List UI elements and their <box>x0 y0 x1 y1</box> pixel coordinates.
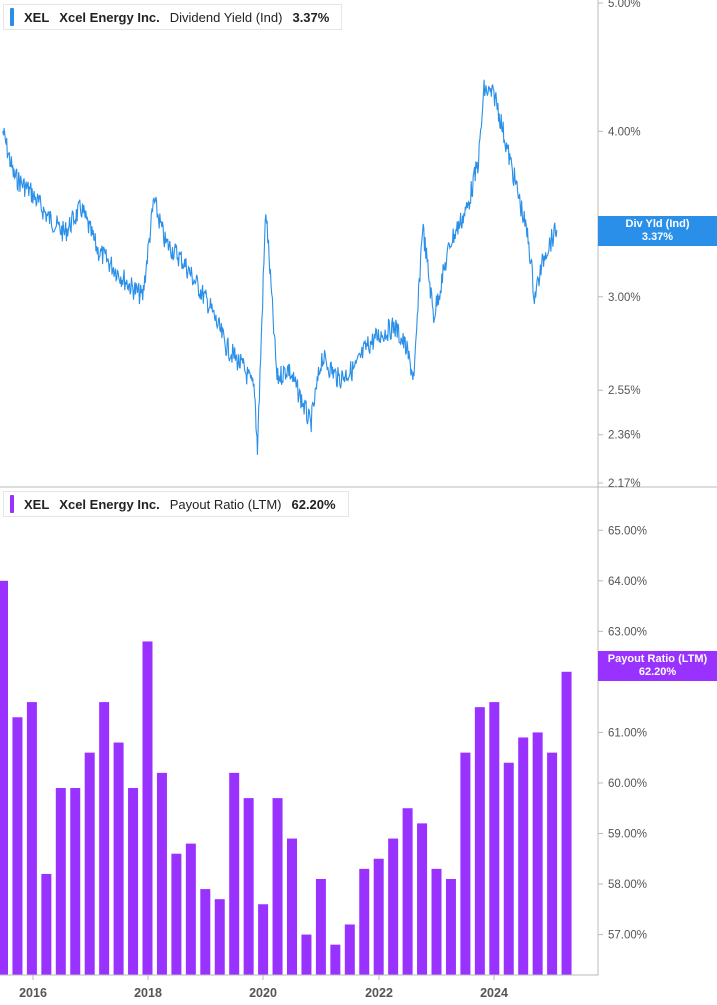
payout-bar <box>272 798 283 975</box>
badge-value: 3.37% <box>641 231 674 243</box>
payout-bar <box>503 762 514 975</box>
y-tick-label: 2.36% <box>608 430 641 442</box>
payout-bar <box>70 788 81 975</box>
legend-ticker: XEL <box>24 496 50 512</box>
payout-bar <box>171 853 182 975</box>
payout-bar <box>214 899 225 975</box>
x-tick-label: 2018 <box>134 986 162 1000</box>
payout-bar <box>344 924 355 975</box>
payout-bar <box>561 671 572 975</box>
legend-company: Xcel Energy Inc. <box>59 496 160 512</box>
y-tick-label: 58.00% <box>608 879 647 891</box>
payout-swatch <box>10 495 14 513</box>
yield-swatch <box>10 8 14 26</box>
payout-bar <box>431 868 442 975</box>
legend-payout: XEL Xcel Energy Inc. Payout Ratio (LTM) … <box>3 491 349 517</box>
y-tick-label: 2.17% <box>608 478 641 490</box>
payout-bar <box>55 788 66 975</box>
payout-bar <box>12 717 23 975</box>
yield-panel <box>2 79 558 455</box>
payout-bar <box>518 737 529 975</box>
payout-bar <box>445 878 456 975</box>
payout-bar <box>258 904 269 975</box>
payout-bar <box>460 752 471 975</box>
payout-bar <box>388 838 399 975</box>
payout-bar <box>113 742 124 975</box>
payout-bar <box>301 934 312 975</box>
payout-bar <box>359 868 370 975</box>
y-tick-label: 2.55% <box>608 385 641 397</box>
x-tick-label: 2024 <box>480 986 508 1000</box>
badge-label: Div Yld (Ind) <box>625 218 690 230</box>
payout-bar <box>287 838 297 975</box>
legend-value: 62.20% <box>291 496 336 512</box>
y-tick-label: 3.00% <box>608 292 641 304</box>
payout-bar <box>128 788 139 975</box>
yield-series-line <box>2 79 558 455</box>
legend-yield: XEL Xcel Energy Inc. Dividend Yield (Ind… <box>3 4 343 30</box>
payout-bar <box>26 702 37 975</box>
x-tick-label: 2022 <box>365 986 393 1000</box>
payout-bar <box>243 798 254 975</box>
payout-bar <box>200 889 211 975</box>
legend-value: 3.37% <box>292 9 330 25</box>
legend-metric: Payout Ratio (LTM) <box>169 496 282 512</box>
payout-bar <box>99 702 110 975</box>
y-tick-label: 59.00% <box>608 828 647 840</box>
badge-label: Payout Ratio (LTM) <box>607 653 708 665</box>
y-tick-label: 65.00% <box>608 525 647 537</box>
payout-bar <box>185 843 196 975</box>
badge-value: 62.20% <box>638 666 677 678</box>
payout-bar <box>402 808 413 975</box>
x-tick-label: 2020 <box>249 986 277 1000</box>
payout-bar <box>229 772 240 975</box>
payout-bar <box>156 772 167 975</box>
payout-bar <box>315 878 326 975</box>
payout-bar <box>41 873 52 975</box>
payout-price-badge: Payout Ratio (LTM) 62.20% <box>598 651 717 681</box>
y-tick-label: 4.00% <box>608 126 641 138</box>
payout-bar <box>532 732 543 975</box>
y-tick-label: 5.00% <box>608 0 641 10</box>
y-tick-label: 57.00% <box>608 930 647 942</box>
payout-bar <box>84 752 95 975</box>
legend-company: Xcel Energy Inc. <box>59 9 160 25</box>
y-tick-label: 60.00% <box>608 778 647 790</box>
payout-bar <box>489 702 500 975</box>
y-tick-label: 64.00% <box>608 576 647 588</box>
payout-bar <box>142 641 153 975</box>
payout-bar <box>330 944 341 975</box>
payout-bar <box>373 858 384 975</box>
legend-ticker: XEL <box>24 9 50 25</box>
y-tick-label: 63.00% <box>608 626 647 638</box>
yield-price-badge: Div Yld (Ind) 3.37% <box>598 216 717 246</box>
payout-bar <box>547 752 558 975</box>
payout-panel <box>0 580 572 975</box>
legend-metric: Dividend Yield (Ind) <box>169 9 283 25</box>
y-tick-label: 61.00% <box>608 727 647 739</box>
payout-bar <box>417 823 428 975</box>
payout-bar <box>0 580 8 975</box>
payout-bar <box>474 707 485 975</box>
x-tick-label: 2016 <box>19 986 47 1000</box>
